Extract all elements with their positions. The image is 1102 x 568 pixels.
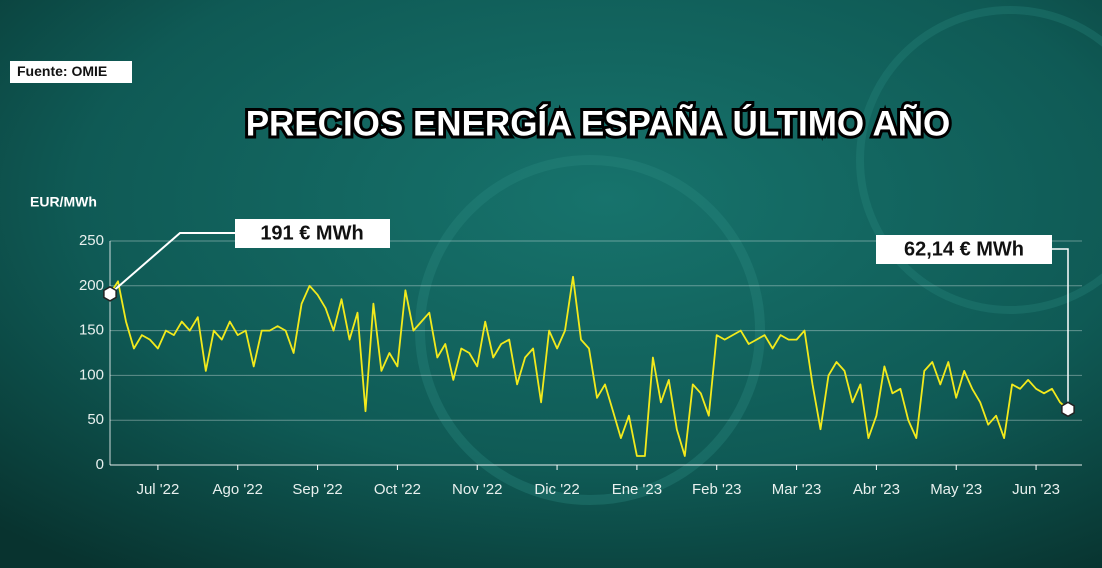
source: Fuente: OMIE [17,63,107,79]
y-tick-label: 150 [79,322,104,339]
x-tick-label: Oct '22 [374,481,421,498]
y-tick-label: 200 [79,277,104,294]
price-line [109,275,1069,457]
y-tick-label: 0 [96,456,104,473]
source-box [10,61,132,83]
y-tick-label: 50 [87,411,104,428]
y-tick-label: 100 [79,366,104,383]
y-tick-label: 250 [79,232,104,249]
bulb-decoration [415,155,765,505]
x-tick-label: Jul '22 [136,481,179,498]
y-axis-label: EUR/MWh [30,194,97,210]
x-tick-label: Dic '22 [534,481,579,498]
callout-line [1052,248,1069,410]
callout-label: 191 € MWh [260,222,363,244]
callout-line [109,232,235,295]
x-tick-label: Ago '22 [213,481,263,498]
callout-box [235,219,390,248]
point-marker [103,286,117,302]
x-tick-label: Feb '23 [692,481,742,498]
x-tick-label: Sep '22 [292,481,342,498]
callout-box [876,235,1052,264]
x-tick-label: May '23 [930,481,982,498]
x-tick-label: Jun '23 [1012,481,1060,498]
bulb-decoration [856,6,1102,314]
point-marker [1061,401,1075,418]
x-tick-label: Mar '23 [772,481,822,498]
chart-title: PRECIOS ENERGÍA ESPAÑA ÚLTIMO AÑO [246,103,951,143]
plot: 0 50 100 150 200 250 Jul '22 Ago '22 Sep '22 Oct … [79,219,1082,498]
x-tick-label: Abr '23 [853,481,900,498]
x-tick-label: Ene '23 [612,481,662,498]
x-tick-label: Nov '22 [452,481,502,498]
callout-label: 62,14 € MWh [904,238,1024,260]
